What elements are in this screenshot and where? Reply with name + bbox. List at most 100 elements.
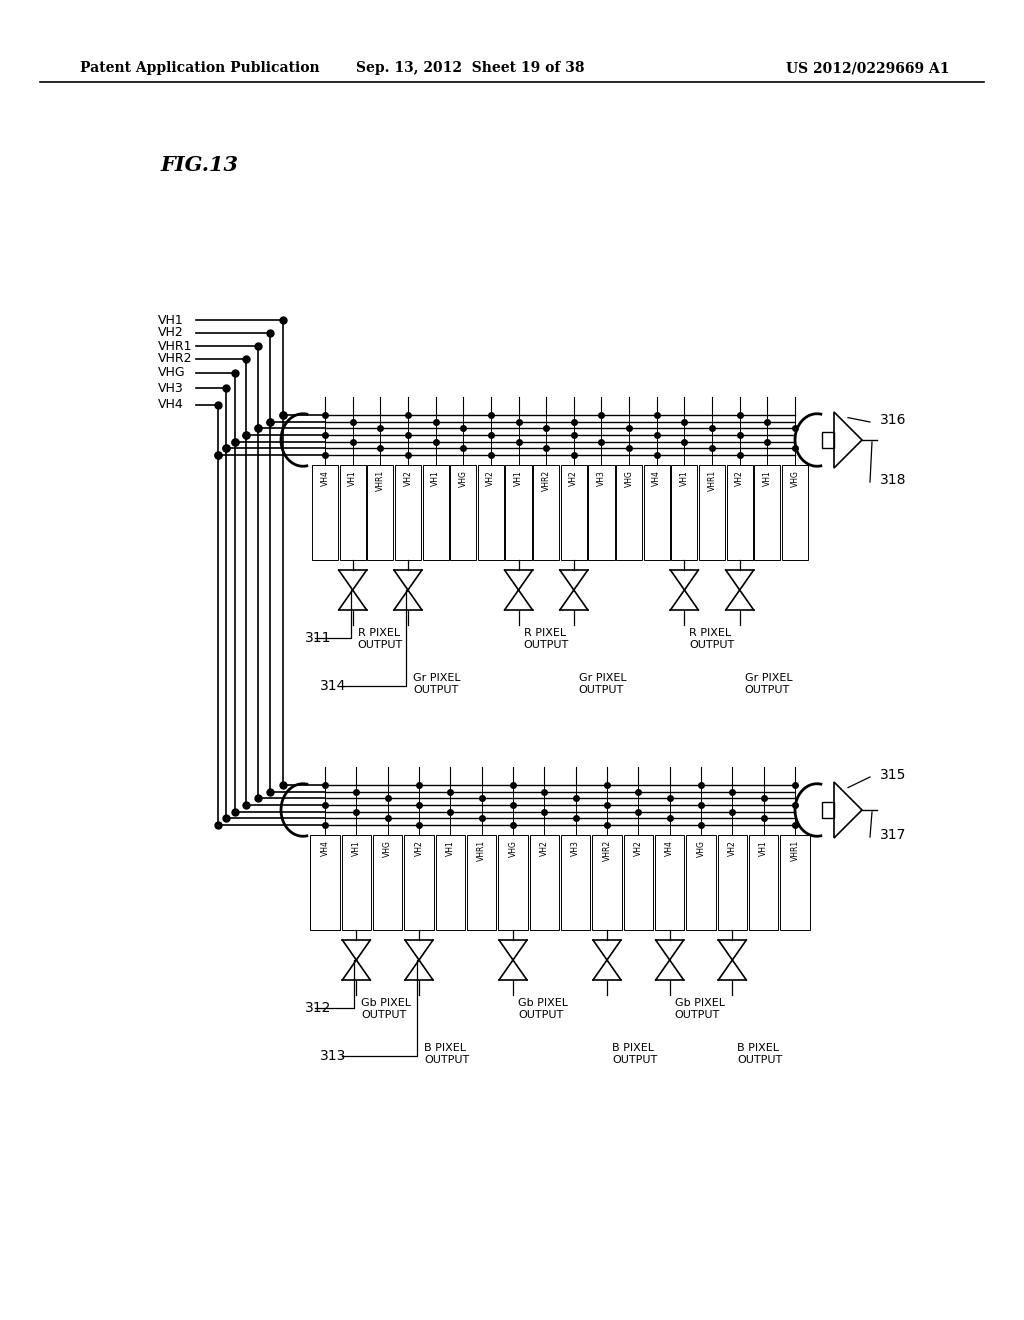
Text: VH1: VH1 xyxy=(431,470,440,486)
Bar xyxy=(506,465,531,560)
Bar xyxy=(451,465,476,560)
Bar xyxy=(478,465,504,560)
Text: 315: 315 xyxy=(880,768,906,781)
Text: VH1: VH1 xyxy=(680,470,689,486)
Text: VH4: VH4 xyxy=(652,470,662,486)
Text: VHG: VHG xyxy=(383,840,392,857)
Text: VH3: VH3 xyxy=(597,470,606,486)
Text: VHR2: VHR2 xyxy=(158,352,193,366)
Bar xyxy=(312,465,338,560)
Text: R PIXEL
OUTPUT: R PIXEL OUTPUT xyxy=(689,628,734,651)
Text: 311: 311 xyxy=(305,631,332,645)
Text: B PIXEL
OUTPUT: B PIXEL OUTPUT xyxy=(612,1043,657,1065)
Bar xyxy=(822,803,834,818)
Bar xyxy=(340,465,366,560)
Bar xyxy=(342,836,371,931)
Bar xyxy=(755,465,780,560)
Bar xyxy=(467,836,497,931)
Text: VH1: VH1 xyxy=(759,840,768,855)
Text: VH2: VH2 xyxy=(403,470,413,486)
Text: VH2: VH2 xyxy=(415,840,424,855)
Text: VH1: VH1 xyxy=(348,470,357,486)
Bar xyxy=(435,836,465,931)
Text: VH4: VH4 xyxy=(321,840,330,855)
Bar xyxy=(310,836,340,931)
Text: 312: 312 xyxy=(305,1001,332,1015)
Bar xyxy=(423,465,449,560)
Bar xyxy=(822,432,834,447)
Text: US 2012/0229669 A1: US 2012/0229669 A1 xyxy=(786,61,950,75)
Text: VH1: VH1 xyxy=(445,840,455,855)
Text: Gr PIXEL
OUTPUT: Gr PIXEL OUTPUT xyxy=(579,673,627,696)
Text: VH4: VH4 xyxy=(321,470,330,486)
Bar xyxy=(686,836,716,931)
Text: Gb PIXEL
OUTPUT: Gb PIXEL OUTPUT xyxy=(361,998,412,1020)
Text: VH2: VH2 xyxy=(735,470,744,486)
Text: VH4: VH4 xyxy=(666,840,674,855)
Text: VHG: VHG xyxy=(459,470,468,487)
Bar xyxy=(699,465,725,560)
Text: VH2: VH2 xyxy=(158,326,183,339)
Text: VHR2: VHR2 xyxy=(542,470,551,491)
Bar xyxy=(404,836,434,931)
Bar xyxy=(718,836,748,931)
Text: VHR1: VHR1 xyxy=(708,470,717,491)
Bar xyxy=(373,836,402,931)
Bar xyxy=(672,465,697,560)
Text: VHG: VHG xyxy=(625,470,634,487)
Text: 314: 314 xyxy=(319,678,346,693)
Text: VH2: VH2 xyxy=(540,840,549,855)
Text: VH4: VH4 xyxy=(158,399,183,412)
Text: Sep. 13, 2012  Sheet 19 of 38: Sep. 13, 2012 Sheet 19 of 38 xyxy=(355,61,585,75)
Text: R PIXEL
OUTPUT: R PIXEL OUTPUT xyxy=(357,628,402,651)
Bar xyxy=(499,836,527,931)
Bar xyxy=(644,465,670,560)
Text: R PIXEL
OUTPUT: R PIXEL OUTPUT xyxy=(523,628,568,651)
Text: B PIXEL
OUTPUT: B PIXEL OUTPUT xyxy=(424,1043,469,1065)
Text: VH2: VH2 xyxy=(728,840,737,855)
Bar xyxy=(561,465,587,560)
Text: B PIXEL
OUTPUT: B PIXEL OUTPUT xyxy=(737,1043,782,1065)
Bar xyxy=(589,465,614,560)
Text: VH2: VH2 xyxy=(486,470,496,486)
Text: VHG: VHG xyxy=(696,840,706,857)
Text: VH3: VH3 xyxy=(571,840,581,855)
Bar xyxy=(534,465,559,560)
Bar xyxy=(749,836,778,931)
Bar xyxy=(727,465,753,560)
Text: VHR1: VHR1 xyxy=(158,339,193,352)
Text: 317: 317 xyxy=(880,828,906,842)
Text: Patent Application Publication: Patent Application Publication xyxy=(80,61,319,75)
Bar xyxy=(624,836,653,931)
Text: VHR1: VHR1 xyxy=(791,840,800,861)
Text: Gr PIXEL
OUTPUT: Gr PIXEL OUTPUT xyxy=(413,673,461,696)
Bar xyxy=(368,465,393,560)
Text: Gr PIXEL
OUTPUT: Gr PIXEL OUTPUT xyxy=(744,673,793,696)
Bar xyxy=(782,465,808,560)
Text: VH1: VH1 xyxy=(514,470,523,486)
Bar xyxy=(395,465,421,560)
Bar xyxy=(616,465,642,560)
Text: Gb PIXEL
OUTPUT: Gb PIXEL OUTPUT xyxy=(518,998,568,1020)
Bar xyxy=(561,836,591,931)
Text: VH1: VH1 xyxy=(352,840,360,855)
Bar xyxy=(780,836,810,931)
Bar xyxy=(655,836,684,931)
Bar xyxy=(529,836,559,931)
Text: FIG.13: FIG.13 xyxy=(160,154,238,176)
Text: VH1: VH1 xyxy=(763,470,772,486)
Text: VH2: VH2 xyxy=(569,470,579,486)
Text: VH3: VH3 xyxy=(158,381,183,395)
Text: VHR2: VHR2 xyxy=(602,840,611,861)
Text: Gb PIXEL
OUTPUT: Gb PIXEL OUTPUT xyxy=(675,998,725,1020)
Text: VH1: VH1 xyxy=(158,314,183,326)
Text: VHG: VHG xyxy=(158,367,185,380)
Text: VHG: VHG xyxy=(509,840,517,857)
Bar xyxy=(592,836,622,931)
Text: VH2: VH2 xyxy=(634,840,643,855)
Text: 316: 316 xyxy=(880,413,906,426)
Text: VHG: VHG xyxy=(791,470,800,487)
Text: VHR1: VHR1 xyxy=(477,840,486,861)
Text: 313: 313 xyxy=(319,1049,346,1063)
Text: VHR1: VHR1 xyxy=(376,470,385,491)
